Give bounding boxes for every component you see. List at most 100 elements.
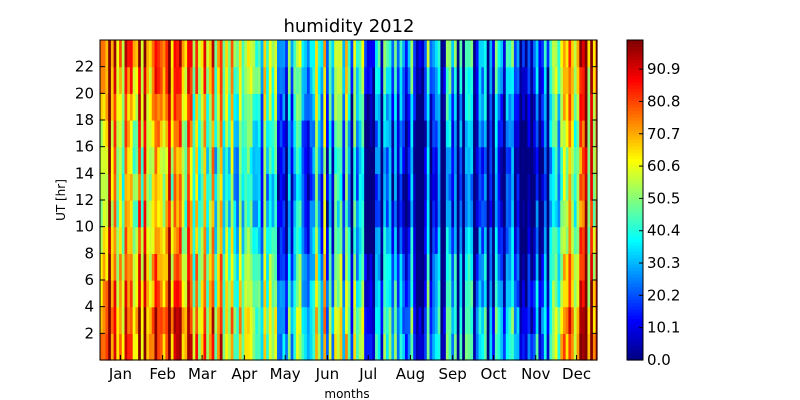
heatmap-cell [451,146,455,174]
heatmap-cell [375,200,379,228]
heatmap-cell [524,173,529,201]
heatmap-cell [513,280,518,308]
heatmap-cell [538,93,542,121]
heatmap-cell [519,306,523,334]
heatmap-cell [236,253,240,281]
heatmap-cell [257,120,262,148]
heatmap-cell [108,306,112,334]
heatmap-cell [546,93,550,121]
heatmap-cell [342,66,346,94]
heatmap-cell [511,200,515,228]
heatmap-cell [274,120,278,148]
heatmap-cell [462,93,466,121]
heatmap-cell [342,226,346,254]
heatmap-cell [473,40,477,68]
heatmap-cell [113,173,117,201]
heatmap-cell [582,306,586,334]
x-tick-label: May [270,365,301,383]
heatmap-cell [252,306,256,334]
heatmap-cell [132,253,136,281]
heatmap-cell [347,173,352,201]
heatmap-cell [233,200,237,228]
colorbar-segment [627,168,643,172]
colorbar-segment [627,59,643,63]
heatmap-cell [407,200,412,228]
heatmap-cell [271,120,275,148]
heatmap-cell [200,333,205,361]
heatmap-cell [304,226,308,254]
heatmap-cell [157,253,161,281]
heatmap-cell [481,66,485,94]
heatmap-cell [121,200,126,228]
heatmap-cell [110,200,115,228]
heatmap-cell [170,93,175,121]
heatmap-cell [143,120,147,148]
colorbar-segment [627,299,643,303]
heatmap-cell [443,306,447,334]
heatmap-cell [187,173,191,201]
heatmap-cell [464,173,469,201]
colorbar-segment [627,337,643,342]
heatmap-cell [355,253,360,281]
heatmap-cell [402,173,406,201]
heatmap-cell [252,40,256,68]
heatmap-cell [467,280,471,308]
heatmap-cell [399,306,403,334]
heatmap-cell [247,40,251,68]
heatmap-cell [383,226,387,254]
heatmap-cell [195,200,199,228]
heatmap-cell [369,200,373,228]
heatmap-cell [418,253,422,281]
heatmap-cell [353,200,357,228]
heatmap-cell [448,146,452,174]
heatmap-cell [287,280,292,308]
heatmap-cell [394,280,398,308]
heatmap-cell [342,253,346,281]
heatmap-cell [334,173,338,201]
heatmap-cell [334,226,338,254]
heatmap-cell [590,40,594,68]
heatmap-cell [448,306,452,334]
heatmap-cell [592,173,597,201]
heatmap-cell [252,173,256,201]
heatmap-cell [549,66,553,94]
heatmap-cell [296,66,300,94]
colorbar-segment [627,260,643,265]
heatmap-cell [282,200,286,228]
heatmap-cell [415,306,420,334]
heatmap-cell [159,306,164,334]
heatmap-cell [383,333,387,361]
heatmap-cell [584,306,589,334]
heatmap-cell [208,120,213,148]
heatmap-cell [260,146,264,174]
heatmap-cell [328,93,333,121]
heatmap-cell [184,173,188,201]
heatmap-cell [573,280,578,308]
heatmap-cell [301,280,305,308]
heatmap-cell [178,200,183,228]
heatmap-cell [102,333,107,361]
heatmap-cell [132,200,136,228]
heatmap-cell [434,306,439,334]
heatmap-cell [140,333,145,361]
heatmap-cell [301,40,305,68]
heatmap-cell [238,333,243,361]
heatmap-cell [233,146,237,174]
heatmap-cell [189,93,194,121]
heatmap-cell [358,66,363,94]
heatmap-cell [298,333,303,361]
heatmap-cell [296,200,300,228]
heatmap-cell [195,333,199,361]
heatmap-cell [326,253,330,281]
heatmap-cell [541,93,545,121]
heatmap-cell [214,120,218,148]
heatmap-cell [568,120,572,148]
heatmap-cell [486,280,491,308]
heatmap-cell [217,200,221,228]
heatmap-cell [178,306,183,334]
heatmap-cell [554,306,559,334]
heatmap-cell [505,200,510,228]
heatmap-cell [306,280,311,308]
heatmap-cell [462,333,466,361]
heatmap-cell [233,306,237,334]
